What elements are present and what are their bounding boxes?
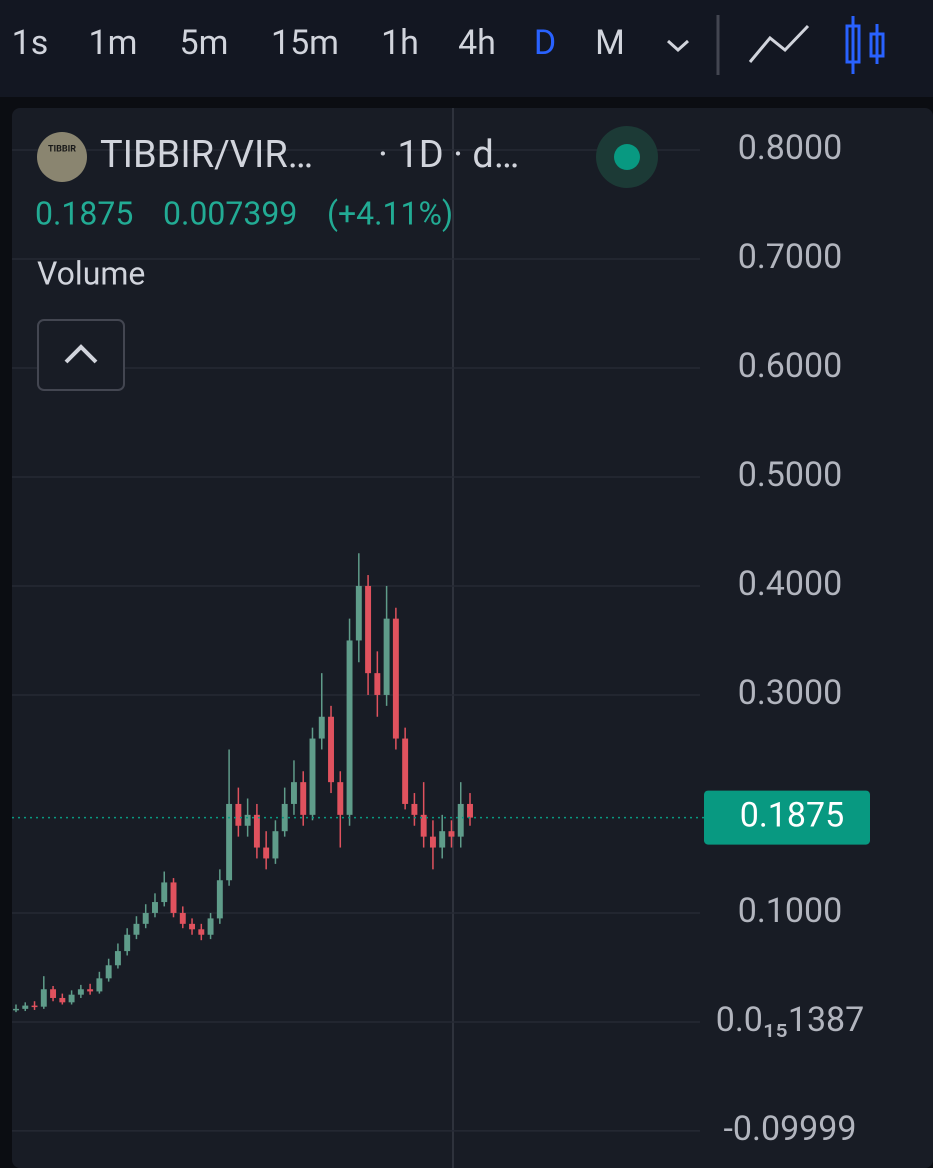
interval-tab[interactable]: D — [534, 23, 556, 63]
candle-body — [77, 989, 84, 995]
candle-body — [346, 640, 353, 815]
more-intervals[interactable] — [666, 39, 690, 53]
y-tick-label: 0.5000 — [738, 455, 843, 495]
candle-body — [337, 782, 344, 815]
candle-body — [300, 782, 307, 815]
candle-body — [189, 923, 196, 930]
logo-text: TIBBIR — [48, 144, 76, 154]
candle-body — [114, 951, 121, 966]
candle-body — [226, 803, 233, 881]
candle-body — [253, 814, 260, 848]
candle-body — [272, 831, 279, 859]
y-tick-label: 0.8000 — [738, 128, 843, 168]
candle-body — [235, 803, 242, 826]
candle-body — [216, 880, 223, 919]
candle-body — [318, 716, 325, 739]
grid — [12, 149, 700, 1132]
interval-tab[interactable]: 15m — [271, 23, 339, 63]
candle-body — [124, 934, 131, 952]
symbol-meta: · 1D · d… — [378, 133, 519, 177]
candle-body — [355, 585, 362, 641]
candle-body — [309, 738, 316, 815]
last-price-badge — [704, 790, 870, 845]
candle-body — [152, 902, 158, 913]
candle-body — [374, 673, 381, 695]
candle-body — [281, 803, 288, 832]
legend-price: 0.1875 — [35, 194, 133, 232]
candle-body — [457, 803, 464, 837]
legend: TIBBIR TIBBIR/VIR… · 1D · d… 0.1875 0.00… — [35, 126, 658, 391]
candle-body — [383, 618, 390, 695]
candle-body — [161, 882, 168, 903]
candle-body — [429, 836, 436, 848]
candle-body — [13, 1008, 19, 1011]
candle-body — [392, 618, 399, 739]
candle-body — [420, 814, 427, 837]
candle-body — [87, 989, 94, 992]
candle-body — [31, 1005, 38, 1008]
candle-body — [96, 978, 103, 992]
y-tick-label: 0.7000 — [738, 237, 843, 277]
legend-change: 0.007399 — [163, 194, 297, 232]
candle-body — [439, 831, 446, 848]
y-tick-label: 0.3000 — [738, 673, 843, 713]
candle-body — [467, 803, 473, 818]
candle-body — [263, 847, 270, 859]
y-tick-label: 0.1000 — [738, 891, 843, 931]
interval-tab[interactable]: 5m — [180, 23, 229, 63]
collapse-chevron — [64, 344, 98, 364]
candle-body — [142, 912, 149, 924]
symbol-name[interactable]: TIBBIR/VIR… — [100, 133, 313, 177]
interval-tab[interactable]: 1m — [89, 23, 138, 63]
candles — [13, 553, 473, 1013]
candle-body — [411, 803, 418, 815]
line-chart-button[interactable] — [748, 24, 810, 63]
candle-body — [448, 831, 455, 837]
candle-body — [133, 923, 140, 935]
y-tick-label: -0.09999 — [723, 1109, 856, 1149]
candle-body — [68, 994, 75, 1003]
candle-body — [207, 918, 214, 935]
candle-body — [402, 738, 409, 804]
interval-tabs: 1s 1m 5m 15m 1h 4h D M — [12, 23, 625, 63]
y-tick-label: 0.4000 — [738, 564, 843, 604]
candle-body — [198, 929, 205, 935]
y-tick-label: 0.6000 — [738, 346, 843, 386]
symbol-logo — [37, 132, 87, 182]
candle-body — [244, 814, 251, 826]
chart-panel — [12, 108, 933, 1168]
indicator-name: Volume — [37, 254, 145, 292]
candle-body — [22, 1005, 29, 1009]
candle-body — [290, 782, 297, 804]
candle-body — [59, 997, 66, 1003]
candle-body — [179, 912, 186, 924]
price-axis: 0.8000 0.7000 0.6000 0.5000 0.4000 0.3000 0.10… — [12, 128, 870, 1149]
interval-tab[interactable]: M — [595, 23, 625, 63]
candle-body — [328, 716, 334, 783]
toolbar — [0, 0, 933, 97]
legend-change-pct: (+4.11%) — [327, 194, 453, 232]
interval-tab[interactable]: 1s — [12, 23, 49, 63]
interval-tab[interactable]: 1h — [381, 23, 419, 63]
candle-chart-button[interactable] — [845, 16, 885, 74]
candle-body — [50, 989, 57, 998]
status-dot — [614, 144, 640, 170]
last-price-label: 0.1875 — [740, 796, 845, 836]
candle-body — [365, 585, 372, 674]
candle-body — [170, 882, 177, 913]
candle-body — [40, 989, 47, 1007]
y-tick-label: 0.0₁₅1387 — [716, 1000, 865, 1040]
collapse-button[interactable] — [37, 319, 125, 391]
interval-tab[interactable]: 4h — [458, 23, 496, 63]
candle-body — [105, 965, 112, 979]
